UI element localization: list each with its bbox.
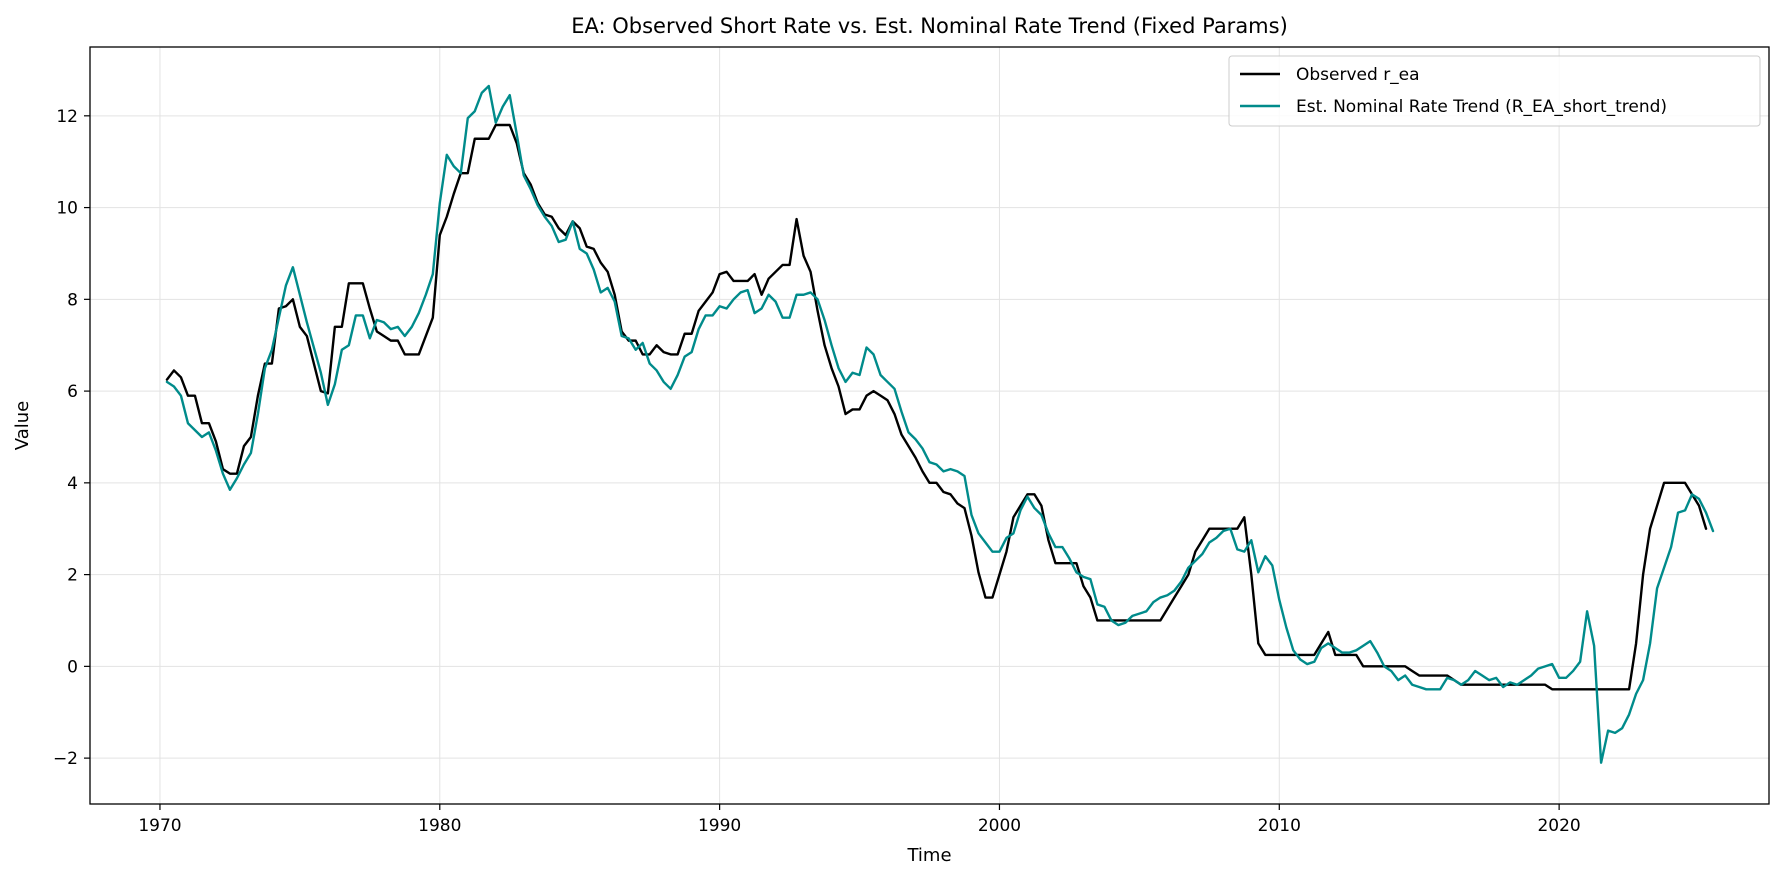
legend-box [1228,55,1761,127]
x-tick-label: 2000 [978,816,1021,836]
y-tick-label: 0 [67,657,78,677]
y-tick-label: 12 [56,107,78,127]
y-tick-label: 2 [67,566,78,586]
y-tick-label: 6 [67,382,78,402]
observed-r-ea-line [165,123,1708,691]
x-tick-label: 1990 [698,816,741,836]
axis-ticks: 1970 1980 1990 2000 2010 2020 −2 0 2 4 6 8 10 12 [53,107,1581,836]
chart-title: EA: Observed Short Rate vs. Est. Nominal… [571,14,1288,38]
y-tick-label: −2 [53,749,78,769]
nominal-rate-trend-line [165,84,1715,764]
y-tick-label: 10 [56,199,78,219]
y-tick-label: 4 [67,474,78,494]
x-tick-label: 2020 [1537,816,1580,836]
x-tick-label: 1970 [138,816,181,836]
legend-label-trend: Est. Nominal Rate Trend (R_EA_short_tren… [1296,97,1667,117]
legend-label-observed: Observed r_ea [1296,65,1420,85]
legend: Observed r_ea Est. Nominal Rate Trend (R… [1228,55,1761,127]
y-tick-label: 8 [67,290,78,310]
x-tick-label: 1980 [418,816,461,836]
series-lines [165,84,1715,764]
plot-area-frame [89,46,1770,805]
x-axis-title: Time [906,845,951,866]
y-axis-title: Value [12,401,33,450]
x-tick-label: 2010 [1258,816,1301,836]
